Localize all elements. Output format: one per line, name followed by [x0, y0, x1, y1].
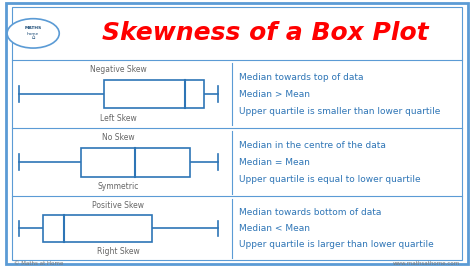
FancyBboxPatch shape: [6, 3, 468, 264]
Text: Symmetric: Symmetric: [98, 182, 139, 191]
Text: Upper quartile is smaller than lower quartile: Upper quartile is smaller than lower qua…: [239, 107, 441, 116]
Text: Median > Mean: Median > Mean: [239, 90, 310, 99]
Text: home: home: [27, 32, 39, 36]
Text: Positive Skew: Positive Skew: [92, 201, 145, 210]
Bar: [81, 148, 190, 176]
Text: Right Skew: Right Skew: [97, 246, 140, 256]
Text: © Maths at Home: © Maths at Home: [14, 261, 64, 266]
Text: Median in the centre of the data: Median in the centre of the data: [239, 141, 386, 150]
Circle shape: [7, 19, 59, 48]
Text: Upper quartile is larger than lower quartile: Upper quartile is larger than lower quar…: [239, 240, 434, 249]
Text: Upper quartile is equal to lower quartile: Upper quartile is equal to lower quartil…: [239, 175, 421, 184]
Text: Median = Mean: Median = Mean: [239, 158, 310, 167]
Text: Left Skew: Left Skew: [100, 114, 137, 123]
Bar: [104, 80, 204, 108]
Text: Median < Mean: Median < Mean: [239, 224, 310, 233]
Text: MATHS: MATHS: [25, 26, 42, 30]
Text: Median towards bottom of data: Median towards bottom of data: [239, 208, 382, 217]
Text: www.mathsathome.com: www.mathsathome.com: [392, 261, 460, 266]
Text: ⌂: ⌂: [31, 36, 35, 40]
Text: Median towards top of data: Median towards top of data: [239, 73, 364, 82]
Text: Skewness of a Box Plot: Skewness of a Box Plot: [102, 21, 429, 45]
Bar: [43, 215, 152, 242]
Text: Negative Skew: Negative Skew: [90, 65, 147, 74]
Text: No Skew: No Skew: [102, 133, 135, 142]
